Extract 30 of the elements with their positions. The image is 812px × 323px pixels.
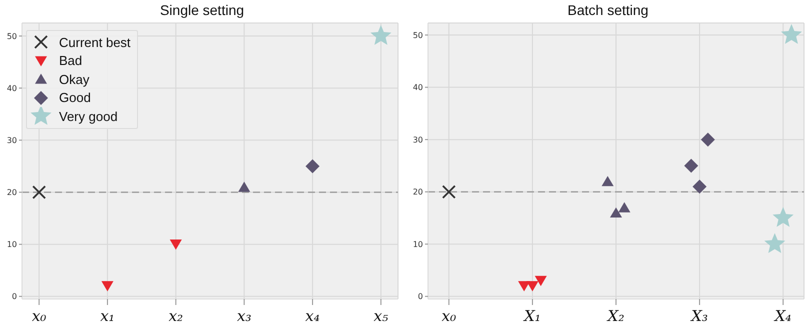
- x-tick-label: x₁: [100, 307, 115, 323]
- x-tick-label: X₂: [606, 307, 624, 323]
- y-tick-label: 40: [6, 84, 17, 93]
- y-tick-label: 50: [412, 30, 423, 40]
- legend-label: Very good: [59, 108, 118, 124]
- x-tick-label: x₅: [374, 307, 388, 323]
- y-tick-label: 40: [412, 83, 423, 92]
- x-tick-label: X₃: [690, 307, 708, 323]
- y-tick-label: 20: [412, 188, 423, 197]
- x-tick-label: x₄: [305, 307, 320, 323]
- y-tick-label: 0: [12, 292, 17, 302]
- chart-title: Single setting: [158, 2, 246, 18]
- x-tick-label: x₀: [32, 307, 46, 323]
- x-tick-label: X₁: [523, 307, 541, 323]
- chart-title: Batch setting: [566, 2, 650, 18]
- y-tick-label: 30: [412, 135, 423, 144]
- y-tick-label: 10: [6, 240, 17, 250]
- legend-label: Good: [59, 90, 91, 106]
- x-tick-label: x₃: [236, 307, 252, 323]
- x-tick-label: X₄: [774, 307, 792, 323]
- x-tick-label: x₀: [442, 307, 456, 323]
- legend-label: Current best: [59, 34, 131, 50]
- y-tick-label: 30: [6, 136, 17, 146]
- y-tick-label: 20: [6, 188, 17, 198]
- y-tick-label: 10: [412, 240, 423, 249]
- x-tick-label: x₂: [168, 307, 184, 323]
- y-tick-label: 0: [418, 292, 423, 302]
- legend-label: Bad: [59, 53, 82, 68]
- legend-label: Okay: [59, 72, 90, 87]
- y-tick-label: 50: [6, 32, 17, 41]
